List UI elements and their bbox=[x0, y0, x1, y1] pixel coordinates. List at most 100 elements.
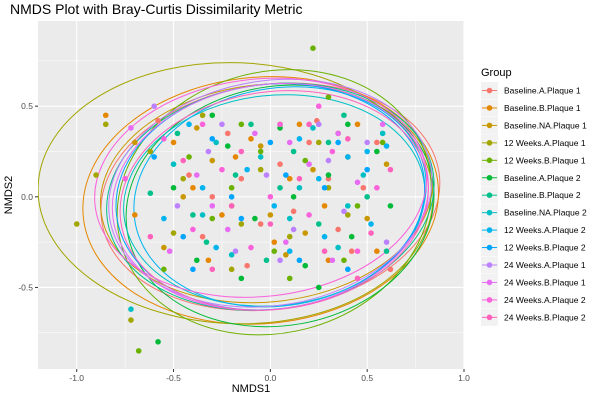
data-point bbox=[341, 112, 347, 119]
data-point bbox=[232, 154, 239, 160]
data-point bbox=[244, 166, 250, 173]
legend-label: Baseline.NA.Plaque 2 bbox=[504, 208, 587, 218]
data-point bbox=[161, 244, 167, 251]
data-point bbox=[209, 157, 216, 164]
data-point bbox=[315, 175, 322, 182]
data-point bbox=[329, 148, 336, 155]
data-point bbox=[379, 130, 386, 137]
data-point bbox=[383, 143, 390, 149]
data-point bbox=[155, 339, 161, 345]
data-point bbox=[271, 248, 278, 254]
legend-label: 12 Weeks.B.Plaque 2 bbox=[504, 243, 586, 253]
data-point bbox=[238, 148, 245, 155]
data-point bbox=[170, 161, 177, 167]
data-point bbox=[252, 215, 258, 222]
data-point bbox=[329, 257, 336, 264]
data-point bbox=[387, 166, 394, 173]
data-point bbox=[345, 121, 351, 128]
data-point bbox=[271, 203, 278, 209]
legend-key-point bbox=[486, 87, 493, 94]
y-axis-title: NMDS2 bbox=[3, 176, 15, 215]
data-point bbox=[228, 266, 235, 273]
data-point bbox=[290, 226, 297, 233]
data-point bbox=[341, 257, 347, 264]
data-point bbox=[238, 275, 245, 282]
legend-key-point bbox=[486, 157, 493, 164]
data-point bbox=[335, 244, 341, 251]
data-point bbox=[170, 184, 177, 191]
data-point bbox=[147, 148, 154, 155]
x-tick-label: 1.0 bbox=[458, 373, 470, 383]
data-point bbox=[286, 248, 293, 254]
data-point bbox=[205, 257, 212, 264]
legend-label: 12 Weeks.A.Plaque 1 bbox=[504, 138, 586, 148]
data-point bbox=[238, 221, 245, 227]
data-point bbox=[151, 103, 157, 109]
data-point bbox=[277, 161, 283, 167]
data-point bbox=[161, 136, 167, 142]
data-point bbox=[321, 184, 328, 191]
data-point bbox=[238, 215, 245, 222]
data-point bbox=[387, 266, 394, 273]
data-point bbox=[170, 230, 177, 236]
data-point bbox=[128, 125, 134, 131]
point-layer bbox=[73, 45, 394, 354]
data-point bbox=[315, 103, 322, 109]
data-point bbox=[321, 203, 328, 209]
data-point bbox=[360, 184, 367, 191]
data-point bbox=[345, 203, 351, 209]
data-point bbox=[290, 148, 297, 155]
data-point bbox=[122, 175, 128, 182]
data-point bbox=[132, 212, 138, 218]
data-point bbox=[248, 136, 254, 142]
x-axis-ticks: -1.0 -0.5 0.0 0.5 1.0 bbox=[69, 369, 470, 383]
data-point bbox=[161, 266, 167, 273]
data-point bbox=[257, 154, 264, 160]
data-point bbox=[335, 130, 341, 137]
data-point bbox=[252, 130, 258, 137]
data-point bbox=[151, 154, 157, 160]
data-point bbox=[174, 130, 181, 137]
data-point bbox=[224, 143, 231, 149]
data-point bbox=[147, 233, 154, 240]
data-point bbox=[315, 139, 322, 146]
data-point bbox=[147, 190, 154, 196]
data-point bbox=[170, 139, 177, 146]
data-point bbox=[296, 184, 303, 191]
data-point bbox=[368, 230, 374, 236]
data-point bbox=[341, 208, 347, 215]
data-point bbox=[302, 157, 309, 164]
legend-label: 12 Weeks.B.Plaque 1 bbox=[504, 155, 586, 165]
data-point bbox=[219, 121, 225, 128]
legend-label: Baseline.B.Plaque 1 bbox=[504, 103, 581, 113]
legend-label: 24 Weeks.A.Plaque 2 bbox=[504, 295, 586, 305]
data-point bbox=[290, 208, 297, 215]
data-point bbox=[257, 143, 264, 149]
data-point bbox=[368, 221, 374, 227]
legend: Group Baseline.A.Plaque 1 Baseline.B.Plaq… bbox=[481, 67, 587, 326]
data-point bbox=[277, 121, 283, 128]
data-point bbox=[248, 244, 254, 251]
data-point bbox=[128, 317, 134, 323]
chart-title: NMDS Plot with Bray-Curtis Dissimilarity… bbox=[10, 1, 302, 17]
data-point bbox=[374, 139, 380, 146]
legend-key-point bbox=[486, 192, 493, 198]
data-point bbox=[244, 262, 250, 269]
data-point bbox=[306, 121, 312, 128]
data-point bbox=[190, 266, 196, 273]
legend-key-point bbox=[486, 314, 493, 321]
data-point bbox=[190, 226, 196, 233]
data-point bbox=[224, 226, 231, 233]
data-point bbox=[315, 121, 322, 128]
data-point bbox=[257, 166, 264, 173]
confidence-ellipse bbox=[82, 76, 439, 325]
data-point bbox=[93, 172, 99, 178]
legend-key-point bbox=[486, 279, 493, 286]
data-point bbox=[325, 157, 332, 164]
data-point bbox=[267, 139, 274, 146]
data-point bbox=[348, 248, 355, 254]
legend-label: Baseline.A.Plaque 2 bbox=[504, 173, 581, 183]
y-tick-label: 0.5 bbox=[21, 101, 33, 111]
data-point bbox=[286, 175, 293, 182]
